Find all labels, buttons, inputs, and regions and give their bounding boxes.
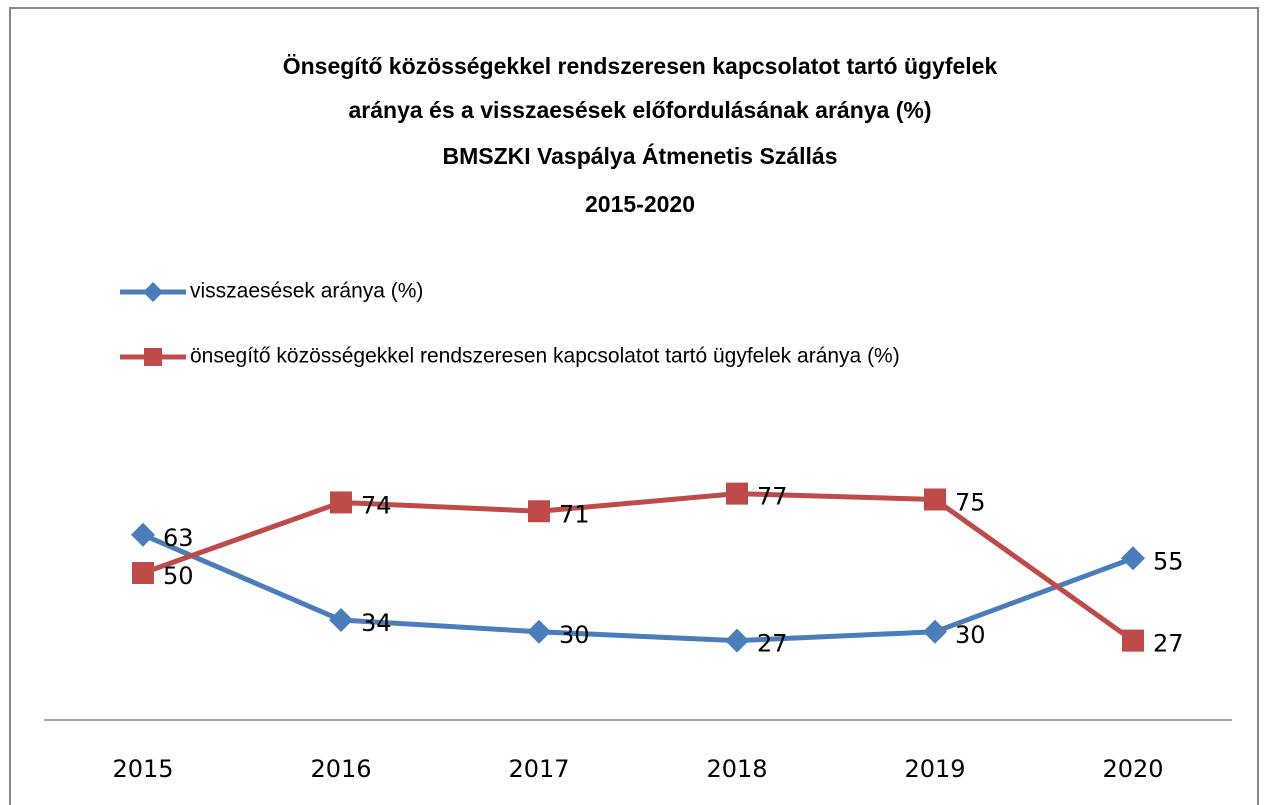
series-line bbox=[142, 532, 1134, 644]
marker bbox=[528, 500, 550, 523]
x-tick-label: 2016 bbox=[310, 755, 371, 783]
x-tick-label: 2020 bbox=[1102, 755, 1163, 783]
marker bbox=[924, 488, 946, 511]
chart-title: 2015-2020 bbox=[585, 191, 695, 217]
chart-title: aránya és a visszaesések előfordulásának… bbox=[348, 97, 931, 123]
data-label: 63 bbox=[163, 524, 194, 552]
x-tick-label: 2019 bbox=[904, 755, 965, 783]
chart-title: Önsegítő közösségekkel rendszeresen kapc… bbox=[283, 53, 998, 79]
x-tick-label: 2017 bbox=[508, 755, 569, 783]
marker bbox=[131, 522, 155, 547]
marker bbox=[726, 482, 748, 505]
marker bbox=[329, 608, 353, 633]
marker bbox=[923, 619, 947, 644]
data-label: 27 bbox=[757, 630, 788, 658]
data-label: 30 bbox=[559, 621, 590, 649]
data-label: 77 bbox=[757, 483, 788, 511]
x-tick-label: 2015 bbox=[112, 755, 173, 783]
data-label: 34 bbox=[361, 609, 392, 637]
marker bbox=[1122, 629, 1144, 652]
data-label: 75 bbox=[955, 489, 986, 517]
legend-marker bbox=[143, 282, 163, 302]
marker bbox=[132, 562, 154, 584]
x-tick-label: 2018 bbox=[706, 755, 767, 783]
legend-label: önsegítő közösségekkel rendszeresen kapc… bbox=[190, 345, 900, 368]
legend-marker bbox=[144, 348, 162, 366]
data-label: 27 bbox=[1153, 630, 1184, 658]
series-line bbox=[142, 491, 1135, 643]
data-label: 50 bbox=[163, 562, 194, 590]
data-label: 71 bbox=[559, 500, 590, 528]
marker bbox=[1121, 546, 1145, 571]
chart-frame bbox=[9, 7, 1259, 805]
marker bbox=[725, 628, 749, 653]
data-label: 55 bbox=[1153, 547, 1184, 575]
chart-title: BMSZKI Vaspálya Átmenetis Szállás bbox=[443, 142, 838, 169]
data-label: 30 bbox=[955, 621, 986, 649]
marker bbox=[527, 619, 551, 644]
marker bbox=[330, 491, 352, 514]
data-label: 74 bbox=[361, 491, 392, 519]
legend-label: visszaesések aránya (%) bbox=[190, 280, 423, 303]
